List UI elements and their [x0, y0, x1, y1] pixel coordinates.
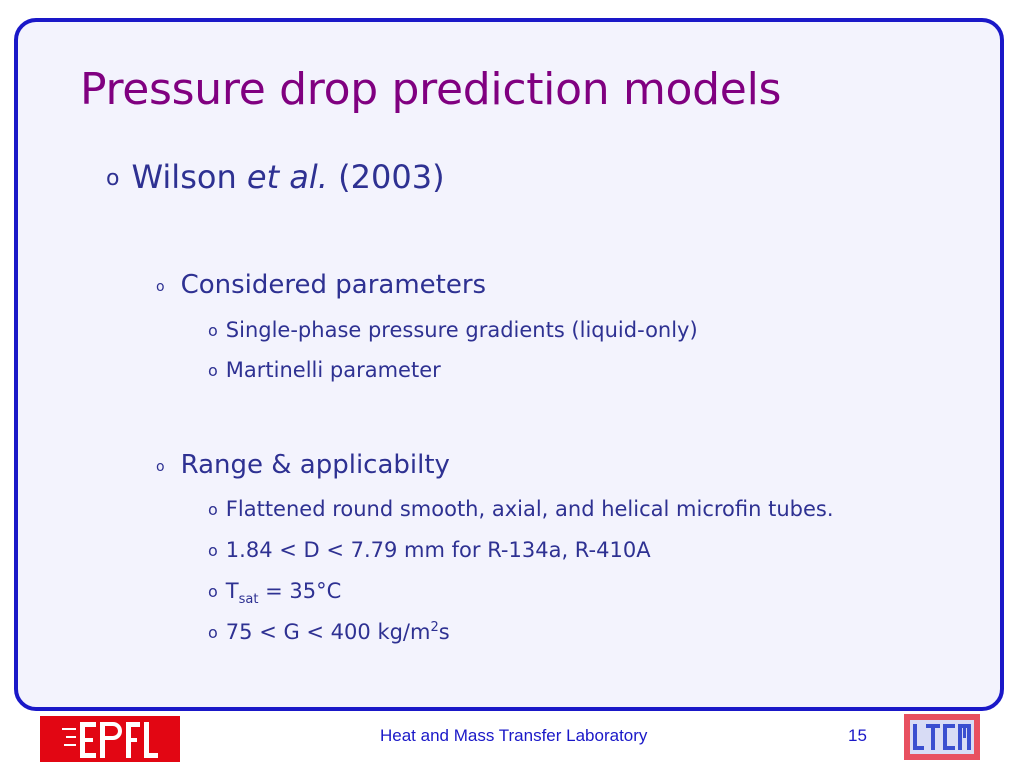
slide-title: Pressure drop prediction models — [80, 64, 782, 115]
list-item-text: Single-phase pressure gradients (liquid-… — [225, 318, 698, 342]
slide-frame — [14, 18, 1004, 711]
mass-flux-text: 75 < G < 400 kg/m — [225, 620, 431, 644]
list-item: o Martinelli parameter — [208, 358, 441, 382]
slide-footer: Heat and Mass Transfer Laboratory 15 — [0, 712, 1024, 768]
page-number: 15 — [848, 726, 867, 745]
epfl-logo-graphic — [40, 716, 180, 762]
bullet-icon: o — [106, 166, 120, 191]
list-item-text: Martinelli parameter — [225, 358, 441, 382]
list-item: o Single-phase pressure gradients (liquid… — [208, 318, 698, 342]
ltcm-logo-graphic — [904, 714, 980, 760]
bullet-icon: o — [208, 582, 218, 601]
mass-flux-unit-tail: s — [438, 620, 450, 644]
tsat-value: = 35°C — [258, 579, 342, 603]
list-item-text: Flattened round smooth, axial, and helic… — [225, 497, 834, 521]
bullet-icon: o — [208, 361, 218, 380]
publication-year: (2003) — [338, 158, 445, 196]
bullet-icon: o — [156, 459, 165, 475]
list-item-text: 1.84 < D < 7.79 mm for R-134a, R-410A — [225, 538, 651, 562]
lab-name: Heat and Mass Transfer Laboratory — [380, 726, 648, 745]
author-name: Wilson — [131, 158, 237, 196]
ltcm-logo — [904, 714, 980, 760]
bullet-icon: o — [156, 279, 165, 295]
tsat-symbol: T — [225, 579, 239, 603]
bullet-icon: o — [208, 541, 218, 560]
author-et-al: et al. — [246, 158, 328, 196]
tsat-subscript: sat — [238, 592, 259, 607]
section-heading-label: Range & applicabilty — [180, 450, 450, 480]
mass-flux-superscript: 2 — [430, 620, 439, 635]
section-heading-range: o Range & applicabilty — [156, 450, 450, 480]
section-heading-parameters: o Considered parameters — [156, 270, 486, 300]
bullet-icon: o — [208, 321, 218, 340]
list-item: o 1.84 < D < 7.79 mm for R-134a, R-410A — [208, 538, 651, 562]
main-point: o Wilson et al. (2003) — [106, 158, 445, 196]
list-item-mass-flux: o 75 < G < 400 kg/m2s — [208, 620, 450, 644]
bullet-icon: o — [208, 623, 218, 642]
bullet-icon: o — [208, 500, 218, 519]
list-item: o Flattened round smooth, axial, and heli… — [208, 497, 834, 521]
section-heading-label: Considered parameters — [180, 270, 487, 300]
epfl-logo — [40, 716, 180, 762]
list-item-tsat: o Tsat = 35°C — [208, 579, 342, 607]
